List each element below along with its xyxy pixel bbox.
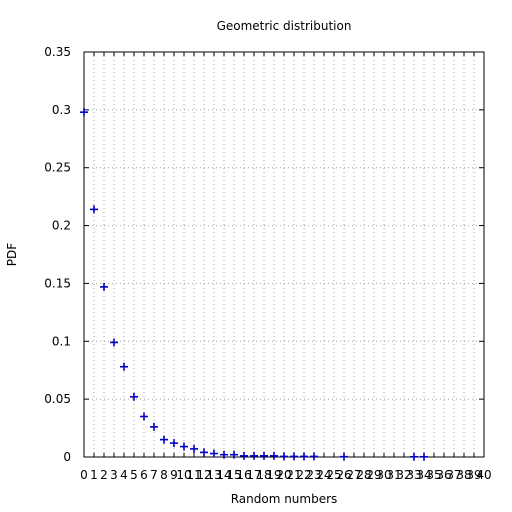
y-tick-label: 0.15 xyxy=(44,276,71,290)
x-tick-label: 36 xyxy=(436,468,451,482)
y-tick-label: 0.2 xyxy=(52,219,71,233)
x-tick-label: 14 xyxy=(216,468,231,482)
data-point xyxy=(80,108,88,117)
y-tick-label: 0.1 xyxy=(52,334,71,348)
x-tick-label: 8 xyxy=(160,468,168,482)
data-point xyxy=(290,452,298,461)
x-tick-label: 29 xyxy=(366,468,381,482)
data-point xyxy=(90,205,98,214)
data-point xyxy=(410,452,418,461)
y-tick-label: 0.3 xyxy=(52,103,71,117)
x-tick-label: 31 xyxy=(386,468,401,482)
x-tick-label: 23 xyxy=(306,468,321,482)
x-tick-label: 24 xyxy=(316,468,331,482)
x-tick-label: 20 xyxy=(276,468,291,482)
x-axis-label: Random numbers xyxy=(231,492,338,506)
data-point xyxy=(110,338,118,347)
x-tick-label: 11 xyxy=(186,468,201,482)
x-tick-label: 6 xyxy=(140,468,148,482)
data-point xyxy=(300,452,308,461)
data-point xyxy=(280,452,288,461)
x-tick-label: 32 xyxy=(396,468,411,482)
x-tick-label: 40 xyxy=(476,468,491,482)
data-point xyxy=(130,392,138,401)
x-tick-label: 37 xyxy=(446,468,461,482)
data-point xyxy=(170,439,178,448)
data-point xyxy=(240,451,248,460)
data-point xyxy=(190,444,198,453)
x-tick-label: 5 xyxy=(130,468,138,482)
data-point xyxy=(160,435,168,444)
data-point xyxy=(220,450,228,459)
x-tick-label: 26 xyxy=(336,468,351,482)
x-tick-label: 38 xyxy=(456,468,471,482)
x-tick-label: 13 xyxy=(206,468,221,482)
x-tick-label: 0 xyxy=(80,468,88,482)
x-tick-label: 2 xyxy=(100,468,108,482)
y-tick-label: 0.25 xyxy=(44,161,71,175)
y-tick-labels: 0 0.05 0.1 0.15 0.2 0.25 0.3 0.35 xyxy=(44,45,71,464)
chart-title: Geometric distribution xyxy=(217,19,352,33)
data-point xyxy=(200,448,208,457)
x-tick-label: 17 xyxy=(246,468,261,482)
x-tick-label: 15 xyxy=(226,468,241,482)
data-point xyxy=(230,450,238,459)
x-tick-label: 27 xyxy=(346,468,361,482)
x-tick-label: 16 xyxy=(236,468,251,482)
data-point xyxy=(270,451,278,460)
data-point xyxy=(260,451,268,460)
x-tick-label: 22 xyxy=(296,468,311,482)
x-tick-label: 3 xyxy=(110,468,118,482)
x-tick-label: 30 xyxy=(376,468,391,482)
data-point xyxy=(340,452,348,461)
data-point xyxy=(250,451,258,460)
x-tick-label: 9 xyxy=(170,468,178,482)
x-tick-label: 1 xyxy=(90,468,98,482)
y-axis-label: PDF xyxy=(5,243,19,266)
x-tick-label: 7 xyxy=(150,468,158,482)
x-tick-label: 33 xyxy=(406,468,421,482)
y-tick-label: 0.05 xyxy=(44,392,71,406)
x-tick-label: 28 xyxy=(356,468,371,482)
grid xyxy=(84,52,484,457)
x-tick-label: 35 xyxy=(426,468,441,482)
x-tick-label: 4 xyxy=(120,468,128,482)
x-tick-label: 12 xyxy=(196,468,211,482)
x-tick-label: 25 xyxy=(326,468,341,482)
x-tick-label: 10 xyxy=(176,468,191,482)
y-tick-label: 0 xyxy=(63,450,71,464)
x-tick-label: 21 xyxy=(286,468,301,482)
data-point xyxy=(180,442,188,451)
data-point xyxy=(140,412,148,421)
x-tick-labels: 0 1 2 3 4 5 6 7 8 9101112131415161718192021222324… xyxy=(80,468,491,482)
x-tick-label: 18 xyxy=(256,468,271,482)
data-point xyxy=(100,282,108,291)
x-tick-label: 19 xyxy=(266,468,281,482)
data-point xyxy=(120,362,128,371)
x-tick-label: 39 xyxy=(466,468,481,482)
data-point xyxy=(310,452,318,461)
data-points xyxy=(80,108,428,461)
data-point xyxy=(150,422,158,431)
y-tick-label: 0.35 xyxy=(44,45,71,59)
data-point xyxy=(420,452,428,461)
data-point xyxy=(210,449,218,458)
x-tick-label: 34 xyxy=(416,468,431,482)
